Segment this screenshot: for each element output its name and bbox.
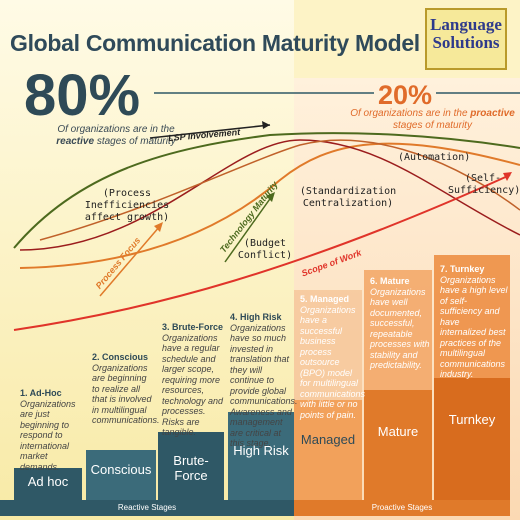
step-brute-force: [158, 432, 224, 500]
stage-turnkey: 7. Turnkey Organizations have a high lev…: [440, 264, 508, 380]
reactive-caption: Of organizations are in the reactive sta…: [46, 124, 186, 148]
process-focus-curve-outer: [39, 139, 520, 241]
stage-body: Organizations have so much invested in t…: [230, 322, 298, 449]
stage-body: Organizations have a successful business…: [300, 304, 366, 420]
step-high-risk: [228, 412, 294, 500]
proactive-caption-post: stages of maturity: [393, 120, 472, 131]
proactive-stages-label: Proactive Stages: [371, 503, 433, 512]
proactive-percent: 20%: [378, 80, 433, 110]
process-focus-arrowhead: [154, 222, 163, 232]
stage-title: 7. Turnkey: [440, 264, 485, 274]
step-conscious: [86, 450, 156, 500]
step-managed: [294, 400, 362, 500]
stage-high-risk: 4. High Risk Organizations have so much …: [230, 312, 298, 449]
tech-arrowhead: [266, 192, 275, 202]
note-self-sufficiency: (Self-Sufficiency): [448, 173, 520, 196]
note-budget-conflict: (Budget Conflict): [237, 238, 293, 261]
stage-title: 3. Brute-Force: [162, 322, 224, 332]
stage-body: Organizations have a regular schedule an…: [162, 332, 224, 438]
note-automation: (Automation): [398, 152, 471, 163]
stage-title: 5. Managed: [300, 294, 350, 304]
reactive-caption-pre: Of organizations are in the: [57, 124, 175, 135]
proactive-caption-strong: proactive: [470, 108, 515, 119]
stage-body: Organizations have well documented, succ…: [370, 286, 430, 371]
logo-line-2: Solutions: [432, 33, 500, 52]
reactive-stages-label: Reactive Stages: [117, 503, 177, 512]
step-ad-hoc: [14, 468, 82, 500]
scope-of-work-line: [13, 174, 511, 331]
reactive-bar: [0, 500, 294, 516]
stage-mature: 6. Mature Organizations have well docume…: [370, 276, 432, 371]
stage-managed: 5. Managed Organizations have a successf…: [300, 294, 366, 420]
stage-body: Organizations have a high level of self-…: [440, 274, 508, 380]
reactive-caption-strong: reactive: [56, 136, 95, 147]
lsp-arrow: [149, 124, 271, 139]
reactive-percent: 80%: [24, 63, 141, 128]
note-process-inefficiencies: (Process Inefficiencies affect growth): [84, 188, 170, 223]
step-turnkey: [434, 378, 510, 500]
note-standardization: (Standardization Centralization): [299, 186, 397, 209]
stage-title: 1. Ad-Hoc: [20, 388, 62, 398]
step-mature: [364, 390, 432, 500]
logo-line-1: Language: [430, 15, 502, 34]
tech-arrow: [224, 195, 273, 263]
lsp-involvement-curve: [13, 132, 520, 249]
process-focus-arrow: [99, 225, 161, 297]
stage-title: 4. High Risk: [230, 312, 282, 322]
step-label-high-risk: High Risk: [233, 443, 289, 458]
technology-maturity-curve: [19, 142, 520, 269]
step-label-brute-force: Brute-Force: [173, 453, 209, 483]
reactive-caption-post: stages of maturity: [96, 136, 176, 147]
stage-conscious: 2. Conscious Organizations are beginning…: [92, 352, 160, 426]
stage-body: Organizations are just beginning to resp…: [20, 398, 76, 472]
proactive-bar: [294, 500, 510, 516]
step-label-managed: Managed: [300, 432, 356, 447]
stage-title: 6. Mature: [370, 276, 410, 286]
proactive-caption-pre: Of organizations are in the: [350, 108, 468, 119]
stage-brute-force: 3. Brute-Force Organizations have a regu…: [162, 322, 226, 438]
page-title: Global Communication Maturity Model 2.0: [10, 30, 458, 56]
step-label-mature: Mature: [377, 424, 419, 439]
self-sufficiency-curve: [19, 139, 520, 251]
col-turnkey: [434, 255, 510, 378]
lsp-arrowhead: [262, 121, 270, 129]
step-label-turnkey: Turnkey: [448, 412, 496, 427]
stage-ad-hoc: 1. Ad-Hoc Organizations are just beginni…: [20, 388, 84, 472]
col-mature: [364, 270, 432, 390]
scope-arrowhead: [503, 172, 512, 181]
stage-title: 2. Conscious: [92, 352, 149, 362]
language-solutions-logo: Language Solutions: [425, 8, 507, 70]
step-label-conscious: Conscious: [90, 462, 152, 477]
col-managed: [294, 290, 362, 400]
stage-body: Organizations are beginning to realize a…: [92, 362, 160, 426]
step-label-ad-hoc: Ad hoc: [27, 474, 69, 489]
proactive-caption: Of organizations are in the proactive st…: [345, 108, 520, 132]
